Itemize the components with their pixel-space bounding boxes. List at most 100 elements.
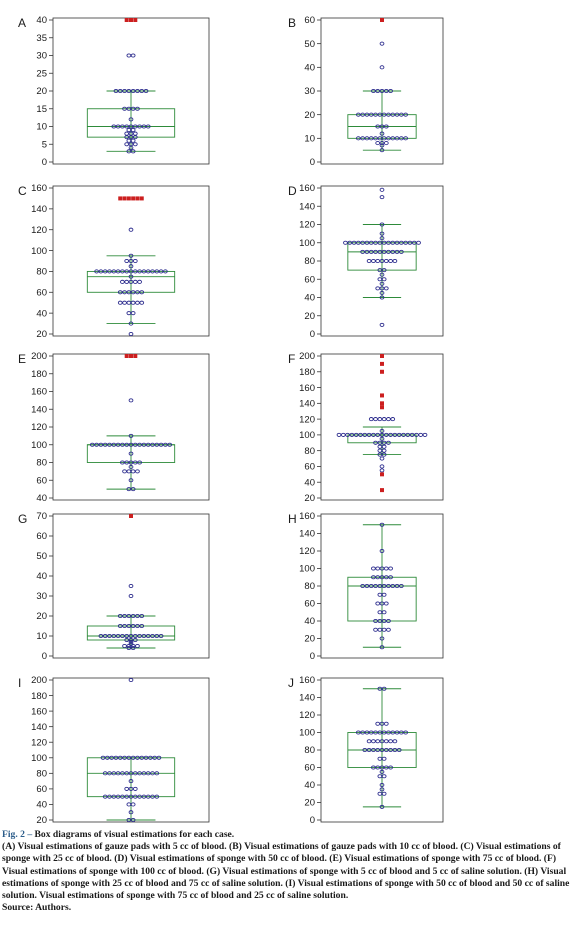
data-point [386,112,391,117]
y-tick-label: 0 [310,157,315,168]
data-point [379,143,385,148]
y-tick-label: 120 [299,710,315,721]
data-point [377,791,383,796]
y-tick-label: 20 [304,110,315,121]
data-point [368,112,374,117]
y-tick-label: 140 [299,693,315,704]
data-point [109,755,114,760]
data-point [390,112,396,117]
data-point [394,136,400,141]
data-point [130,53,136,58]
panel-g: G 0 10 20 30 40 50 60 70 [18,511,210,662]
data-point [377,756,383,761]
data-point [107,794,112,799]
outlier-point [380,488,384,493]
data-point [383,601,389,606]
data-point [122,469,127,474]
data-point [137,442,142,447]
data-point [130,623,136,629]
data-point [120,269,125,274]
data-point [383,739,389,744]
y-tick-label: 120 [31,225,47,236]
data-point [379,787,385,792]
data-point [154,794,160,799]
outlier-point [380,354,384,358]
y-tick-label: 50 [304,39,315,50]
data-point [364,730,370,735]
data-point [373,249,378,254]
data-point [347,240,353,245]
y-tick-label: 140 [299,201,315,212]
data-point [377,136,383,141]
data-point [371,575,376,580]
data-point [379,272,385,277]
data-point [98,269,104,274]
data-point [135,755,140,760]
data-point [394,730,400,735]
data-point [126,802,132,807]
data-point [373,583,378,589]
data-point [390,240,396,245]
data-point [128,279,134,284]
y-tick-label: 50 [36,551,47,562]
data-point [377,610,383,615]
data-point [128,142,134,147]
data-point [128,794,134,799]
data-point [381,112,387,117]
data-point [111,124,117,129]
data-point [386,136,391,141]
data-point [126,487,132,492]
data-point [126,645,132,651]
data-point [381,417,387,422]
data-point [379,575,385,580]
y-tick-label: 20 [304,798,315,809]
data-point [130,802,136,807]
data-point [381,240,387,245]
data-point [111,633,117,639]
data-point [368,583,374,589]
data-point [379,281,385,286]
panel-a: A 0 5 10 15 20 25 30 35 40 [18,15,210,168]
y-tick-label: 120 [299,546,315,557]
outlier-point [124,18,129,22]
data-point [135,290,140,295]
data-point [132,269,138,274]
data-point [150,269,155,274]
data-point [379,141,385,146]
data-point [128,641,134,647]
data-point [148,755,153,760]
data-point [379,124,385,129]
data-point [122,88,127,94]
data-point [128,131,134,136]
data-point [128,771,134,776]
data-point [117,755,123,760]
data-point [345,432,350,437]
data-point [137,460,142,465]
data-point [371,432,376,437]
data-point [130,613,136,619]
y-tick-label: 160 [299,511,315,522]
data-point [381,277,387,282]
y-tick-label: 30 [36,591,47,602]
y-tick-label: 40 [304,780,315,791]
data-point [137,771,142,776]
panel-e: E 40 60 80 100 120 140 160 180 200 [18,351,210,504]
data-point [379,456,385,461]
data-point [130,311,136,316]
y-tick-label: 100 [299,238,315,249]
data-point [126,290,132,295]
data-point [122,643,127,649]
y-tick-label: 200 [31,675,47,686]
y-tick-label: 80 [36,769,47,780]
data-point [130,138,136,143]
data-point [120,442,125,447]
data-point [139,613,145,619]
data-point [360,112,365,117]
data-point [377,583,383,589]
data-point [379,231,385,236]
box-plot-canvas: A 0 5 10 15 20 25 30 35 40 B 0 10 20 30 40 50 60 C 20 40 60 80… [18,15,444,826]
data-point [124,142,130,147]
data-point [137,794,142,799]
data-point [375,432,381,437]
data-point [139,300,145,305]
